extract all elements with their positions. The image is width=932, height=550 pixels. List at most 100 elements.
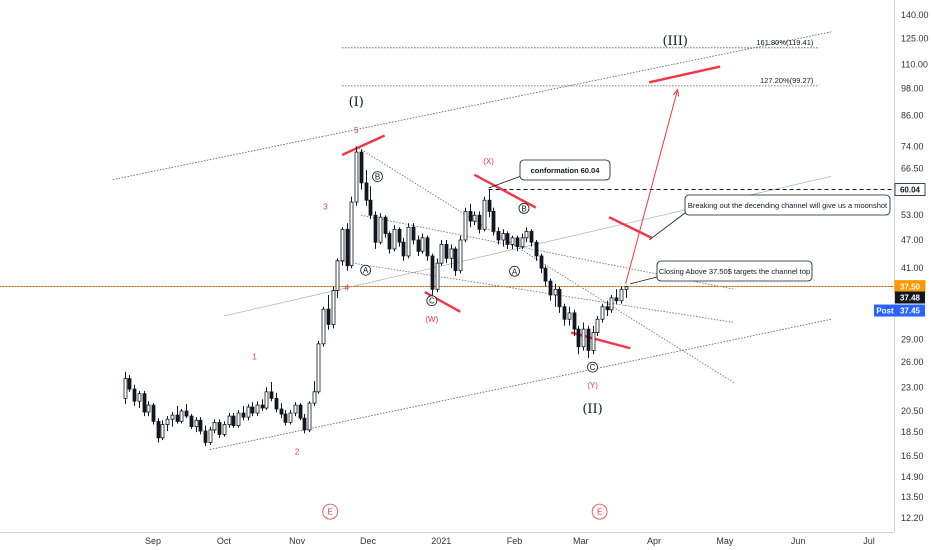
earnings-event-icon[interactable] — [322, 503, 339, 520]
candle-body — [600, 306, 605, 320]
candle-body — [302, 417, 307, 431]
callout[interactable]: conformation 60.04 — [488, 159, 611, 189]
candle — [444, 239, 449, 264]
candle-body — [212, 421, 217, 431]
candle-body — [515, 237, 520, 248]
candle-body — [505, 233, 510, 245]
price-axis[interactable]: 140.00 125.00 110.00 98.00 86.00 74.00 66.50 53… — [901, 10, 929, 523]
major-wave-label: (II) — [582, 402, 602, 417]
circled-wave-label: B — [375, 173, 380, 182]
candle-body — [260, 404, 265, 409]
candle — [127, 375, 132, 392]
price-tick-label: 41.00 — [901, 263, 924, 273]
price-tick-label: 47.00 — [901, 235, 924, 245]
price-tick-label: 23.00 — [901, 382, 924, 392]
candle — [312, 381, 317, 407]
candle — [406, 223, 411, 259]
candle — [373, 211, 378, 249]
price-tag-6004-bg — [894, 183, 926, 196]
candle-body — [595, 318, 600, 333]
candle-body — [458, 239, 463, 272]
candle — [624, 285, 629, 298]
candle — [425, 235, 430, 261]
price-tick-label: 125.00 — [901, 33, 929, 43]
callout[interactable]: Closing Above 37.50$ targets the channel… — [630, 260, 813, 285]
candle-body — [496, 230, 501, 241]
candle — [378, 213, 383, 245]
wave-circle — [372, 171, 383, 182]
callout-text: Closing Above 37.50$ targets the channel… — [659, 267, 810, 276]
target-arrow-head — [672, 88, 680, 97]
candle-body — [430, 255, 435, 290]
candle — [430, 253, 435, 295]
candle — [401, 237, 406, 261]
time-tick-label: Mar — [573, 536, 589, 546]
candle — [241, 406, 246, 421]
candle-body — [482, 199, 487, 230]
candle-body — [411, 226, 416, 241]
circled-wave-label: C — [590, 363, 596, 372]
candle-body — [312, 391, 317, 404]
candle — [316, 340, 321, 394]
candle — [142, 390, 147, 417]
fib-level-label: 161.80%(119.41) — [756, 38, 813, 47]
candle — [515, 235, 520, 252]
earnings-event-icon[interactable] — [591, 503, 608, 520]
candle — [529, 229, 534, 247]
candle-body — [401, 241, 406, 257]
price-tick-label: 74.00 — [901, 141, 924, 151]
candle — [321, 306, 326, 347]
candle — [340, 227, 345, 266]
candle — [146, 401, 151, 417]
candle — [595, 316, 600, 336]
time-axis[interactable]: Sep Oct Nov Dec 2021 Feb Mar Apr May Jun Jul — [145, 536, 875, 546]
candle — [472, 211, 477, 226]
candle — [411, 223, 416, 245]
minor-wave-label: (X) — [483, 157, 494, 166]
candle-body — [165, 418, 170, 425]
candle — [510, 235, 515, 249]
candle-body — [463, 210, 468, 241]
callout[interactable]: Breaking out the decending channel will … — [648, 194, 891, 241]
callout-box — [684, 194, 891, 216]
candle-body — [520, 237, 525, 248]
candle-body — [208, 429, 213, 443]
channel-line — [356, 146, 735, 384]
candle — [534, 239, 539, 261]
price-tag-6004: 60.04 — [900, 186, 921, 195]
candle — [496, 227, 501, 245]
candle — [463, 207, 468, 243]
candle-body — [217, 421, 222, 435]
candle-body — [510, 237, 515, 245]
candle — [449, 244, 454, 269]
candle-body — [156, 420, 161, 439]
candle — [364, 170, 369, 206]
candle-body — [326, 308, 331, 325]
candle — [458, 235, 463, 274]
candle — [387, 231, 392, 254]
minor-wave-label: 1 — [252, 353, 257, 362]
candle-body — [127, 378, 132, 390]
price-tag-post: 37.45 — [900, 307, 921, 316]
channel-line — [360, 214, 735, 290]
channel-highlight-segment — [648, 65, 721, 84]
price-tick-label: 66.50 — [901, 163, 924, 173]
wave-circle — [518, 202, 530, 214]
candle — [345, 223, 350, 271]
candle — [246, 404, 251, 421]
candle-body — [269, 391, 274, 399]
candle — [576, 325, 581, 355]
candle-body — [609, 297, 614, 311]
earnings-event-label: E — [597, 508, 602, 517]
candle-body — [340, 228, 345, 262]
candle-body — [619, 288, 624, 302]
wave-circle — [426, 295, 438, 307]
candle — [605, 300, 610, 317]
candle-body — [487, 199, 492, 212]
candle — [151, 403, 156, 425]
circled-wave-label: A — [512, 267, 518, 276]
price-tick-label: 86.00 — [901, 110, 924, 120]
candle-body — [264, 391, 269, 409]
